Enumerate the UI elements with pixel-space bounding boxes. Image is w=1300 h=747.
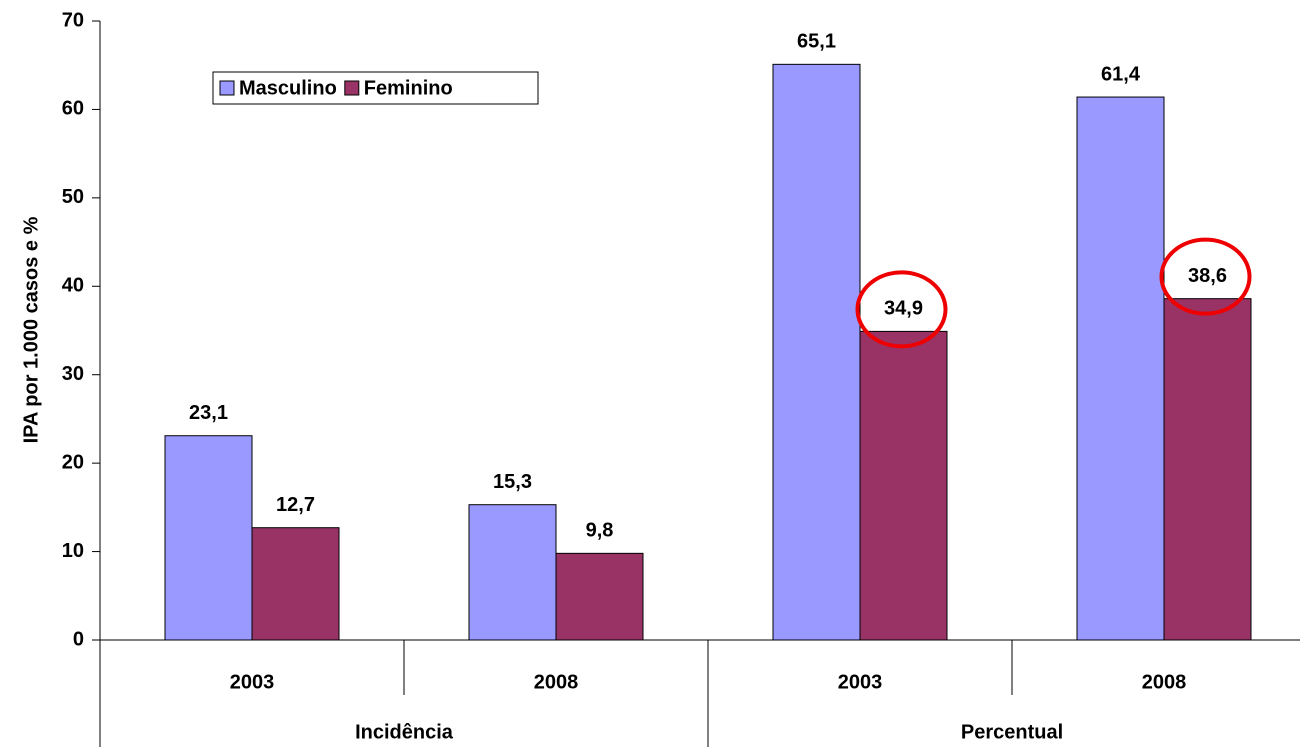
bar [859,330,948,641]
highlight-circle [855,270,948,349]
y-tick-label: 10 [62,540,84,562]
legend-swatch [344,80,360,96]
value-label: 9,8 [586,520,614,542]
bar [1163,298,1252,641]
y-tick-label: 70 [62,9,84,31]
y-tick-label: 20 [62,451,84,473]
group-label: Incidência [355,721,454,743]
value-label: 23,1 [189,402,228,424]
y-tick-label: 60 [62,98,84,120]
bar [251,527,340,641]
bar [555,552,644,641]
legend-label: Feminino [364,77,453,99]
y-tick-label: 40 [62,275,84,297]
y-axis-label: IPA por 1.000 casos e % [20,216,42,443]
value-label: 38,6 [1188,265,1227,287]
highlight-circle [1159,237,1252,316]
y-tick-label: 0 [73,628,84,650]
bar [468,504,557,641]
value-label: 61,4 [1101,63,1141,85]
value-label: 34,9 [884,298,923,320]
value-label: 12,7 [276,494,315,516]
bar [772,63,861,641]
x-tick-label: 2008 [534,671,579,693]
legend-label: Masculino [239,77,337,99]
bar [1076,96,1165,641]
x-tick-label: 2003 [230,671,275,693]
legend-swatch [219,80,235,96]
x-tick-label: 2008 [1142,671,1187,693]
group-label: Percentual [961,721,1063,743]
y-tick-label: 30 [62,363,84,385]
bar [164,435,253,641]
legend-box [212,71,539,105]
x-tick-label: 2003 [838,671,883,693]
value-label: 15,3 [493,471,532,493]
y-tick-label: 50 [62,186,84,208]
value-label: 65,1 [797,31,836,53]
